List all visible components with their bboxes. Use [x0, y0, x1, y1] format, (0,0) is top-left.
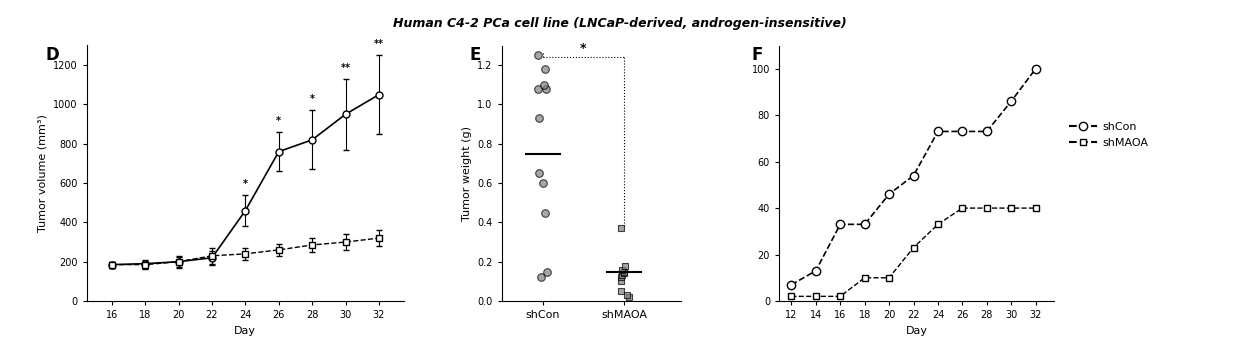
- Text: **: **: [341, 63, 351, 73]
- Point: [619, 294, 639, 300]
- X-axis label: Day: Day: [905, 326, 928, 336]
- Text: Human C4-2 PCa cell line (LNCaP-derived, androgen-insensitive): Human C4-2 PCa cell line (LNCaP-derived,…: [393, 16, 847, 30]
- Point: [537, 269, 557, 274]
- Text: *: *: [310, 94, 315, 104]
- Point: [529, 116, 549, 121]
- Text: F: F: [751, 46, 763, 63]
- Text: *: *: [580, 42, 587, 55]
- Point: [534, 66, 554, 72]
- Point: [534, 210, 554, 215]
- Point: [615, 271, 635, 276]
- Text: **: **: [374, 40, 384, 49]
- Legend: shCon, shMAOA: shCon, shMAOA: [1065, 118, 1153, 152]
- Point: [533, 82, 553, 88]
- Point: [536, 86, 556, 92]
- Point: [613, 267, 632, 272]
- Point: [618, 292, 637, 298]
- Point: [614, 269, 634, 274]
- Point: [611, 225, 631, 231]
- Point: [611, 279, 631, 284]
- Point: [528, 52, 548, 58]
- Text: *: *: [243, 179, 248, 189]
- Text: D: D: [46, 46, 60, 63]
- Point: [613, 273, 632, 278]
- Point: [611, 288, 631, 294]
- Point: [529, 170, 549, 176]
- Text: E: E: [469, 46, 481, 63]
- Y-axis label: Tumor volume (mm³): Tumor volume (mm³): [37, 114, 47, 232]
- Point: [611, 275, 631, 280]
- Point: [528, 86, 548, 92]
- Point: [533, 180, 553, 186]
- Point: [615, 263, 635, 268]
- Y-axis label: Tumor weight (g): Tumor weight (g): [461, 126, 471, 221]
- Text: *: *: [277, 116, 281, 126]
- X-axis label: Day: Day: [234, 326, 257, 336]
- Point: [532, 275, 552, 280]
